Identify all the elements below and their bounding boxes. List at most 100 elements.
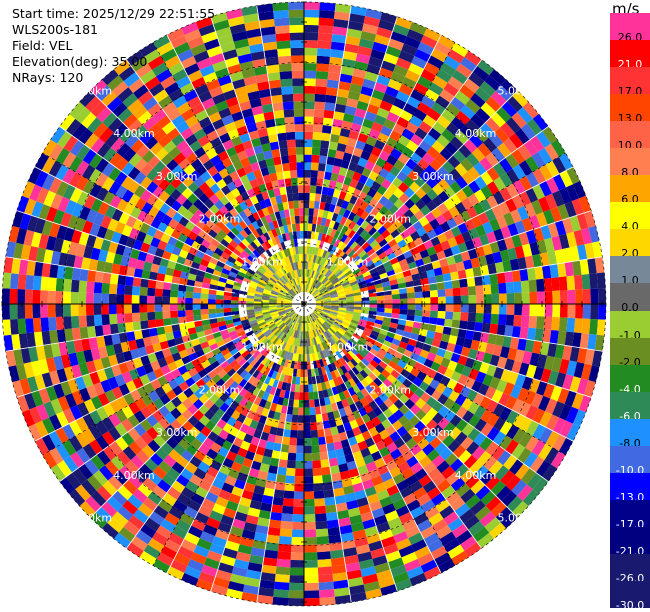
- velocity-gate: [272, 442, 282, 452]
- velocity-gate: [477, 142, 492, 158]
- velocity-gate: [343, 389, 352, 399]
- velocity-gate: [260, 502, 273, 512]
- velocity-gate: [327, 235, 334, 245]
- velocity-gate: [537, 304, 545, 317]
- velocity-gate: [176, 343, 186, 353]
- velocity-gate: [433, 354, 444, 365]
- velocity-gate: [333, 587, 351, 597]
- velocity-gate: [484, 517, 501, 533]
- velocity-gate: [360, 290, 369, 295]
- velocity-gate: [274, 573, 290, 583]
- velocity-gate: [360, 378, 370, 388]
- velocity-gate: [195, 578, 214, 592]
- velocity-gate: [422, 290, 431, 298]
- velocity-gate: [369, 381, 379, 391]
- velocity-gate: [324, 242, 331, 252]
- velocity-gate: [487, 263, 497, 275]
- velocity-gate: [108, 413, 122, 427]
- velocity-gate: [335, 286, 344, 292]
- velocity-gate: [307, 276, 310, 285]
- velocity-gate: [323, 305, 332, 307]
- velocity-gate: [93, 382, 105, 396]
- site-name-text: WLS200s-181: [12, 22, 98, 37]
- velocity-gate: [324, 269, 331, 277]
- velocity-gate: [300, 354, 304, 362]
- velocity-gate: [370, 271, 380, 278]
- velocity-gate: [304, 399, 310, 408]
- velocity-gate: [432, 518, 448, 533]
- velocity-gate: [437, 405, 450, 418]
- velocity-gate: [206, 466, 219, 478]
- velocity-gate: [378, 402, 389, 413]
- colorbar-tick-label: -30.0: [615, 598, 645, 612]
- velocity-gate: [314, 398, 321, 408]
- velocity-gate: [455, 176, 469, 190]
- velocity-gate: [304, 552, 318, 561]
- velocity-gate: [460, 158, 474, 172]
- velocity-gate: [445, 304, 454, 312]
- velocity-gate: [366, 248, 376, 257]
- velocity-gate: [409, 89, 425, 102]
- scan-info: Start time: 2025/12/29 22:51:55 WLS200s-…: [12, 6, 215, 86]
- velocity-gate: [306, 246, 311, 255]
- velocity-gate: [344, 257, 353, 266]
- velocity-gate: [341, 335, 349, 343]
- velocity-gate: [312, 279, 317, 287]
- velocity-gate: [354, 364, 364, 373]
- velocity-gate: [227, 326, 236, 333]
- velocity-gate: [539, 341, 550, 356]
- velocity-gate: [509, 459, 524, 475]
- velocity-gate: [437, 296, 446, 304]
- velocity-gate: [139, 550, 157, 566]
- velocity-gate: [107, 517, 124, 533]
- velocity-gate: [391, 313, 400, 320]
- velocity-gate: [320, 194, 328, 203]
- velocity-gate: [359, 369, 369, 379]
- velocity-gate: [207, 369, 218, 379]
- velocity-gate: [342, 255, 351, 264]
- velocity-gate: [396, 277, 406, 285]
- velocity-gate: [329, 346, 336, 355]
- velocity-gate: [304, 559, 318, 568]
- velocity-gate: [443, 82, 460, 97]
- velocity-gate: [214, 398, 225, 409]
- velocity-gate: [304, 422, 311, 431]
- velocity-gate: [350, 475, 362, 486]
- velocity-gate: [351, 286, 360, 292]
- velocity-gate: [423, 461, 437, 475]
- velocity-gate: [223, 304, 231, 309]
- velocity-gate: [309, 277, 313, 286]
- velocity-gate: [153, 434, 166, 448]
- velocity-gate: [268, 79, 282, 89]
- velocity-gate: [437, 178, 450, 191]
- velocity-gate: [485, 475, 501, 491]
- velocity-gate: [307, 376, 313, 385]
- velocity-gate: [466, 152, 480, 167]
- velocity-gate: [362, 518, 377, 530]
- velocity-gate: [326, 227, 333, 236]
- velocity-gate: [313, 391, 320, 400]
- velocity-gate: [351, 393, 360, 404]
- velocity-gate: [296, 162, 304, 171]
- velocity-gate: [294, 131, 304, 140]
- velocity-gate: [235, 327, 245, 334]
- velocity-gate: [262, 424, 272, 434]
- velocity-gate: [430, 48, 448, 63]
- velocity-gate: [290, 552, 304, 561]
- velocity-gate: [398, 214, 409, 225]
- velocity-gate: [446, 342, 456, 353]
- velocity-gate: [294, 215, 300, 224]
- velocity-gate: [404, 325, 413, 333]
- velocity-gate: [354, 489, 367, 500]
- velocity-gate: [110, 455, 125, 471]
- velocity-gate: [336, 509, 350, 520]
- velocity-gate: [571, 198, 584, 216]
- ray-gap: [366, 335, 574, 442]
- velocity-gate: [158, 405, 171, 418]
- velocity-gate: [127, 427, 141, 442]
- velocity-gate: [359, 471, 372, 483]
- velocity-gate: [229, 400, 240, 411]
- velocity-gate: [390, 284, 399, 291]
- velocity-gate: [157, 375, 168, 387]
- velocity-gate: [330, 228, 337, 238]
